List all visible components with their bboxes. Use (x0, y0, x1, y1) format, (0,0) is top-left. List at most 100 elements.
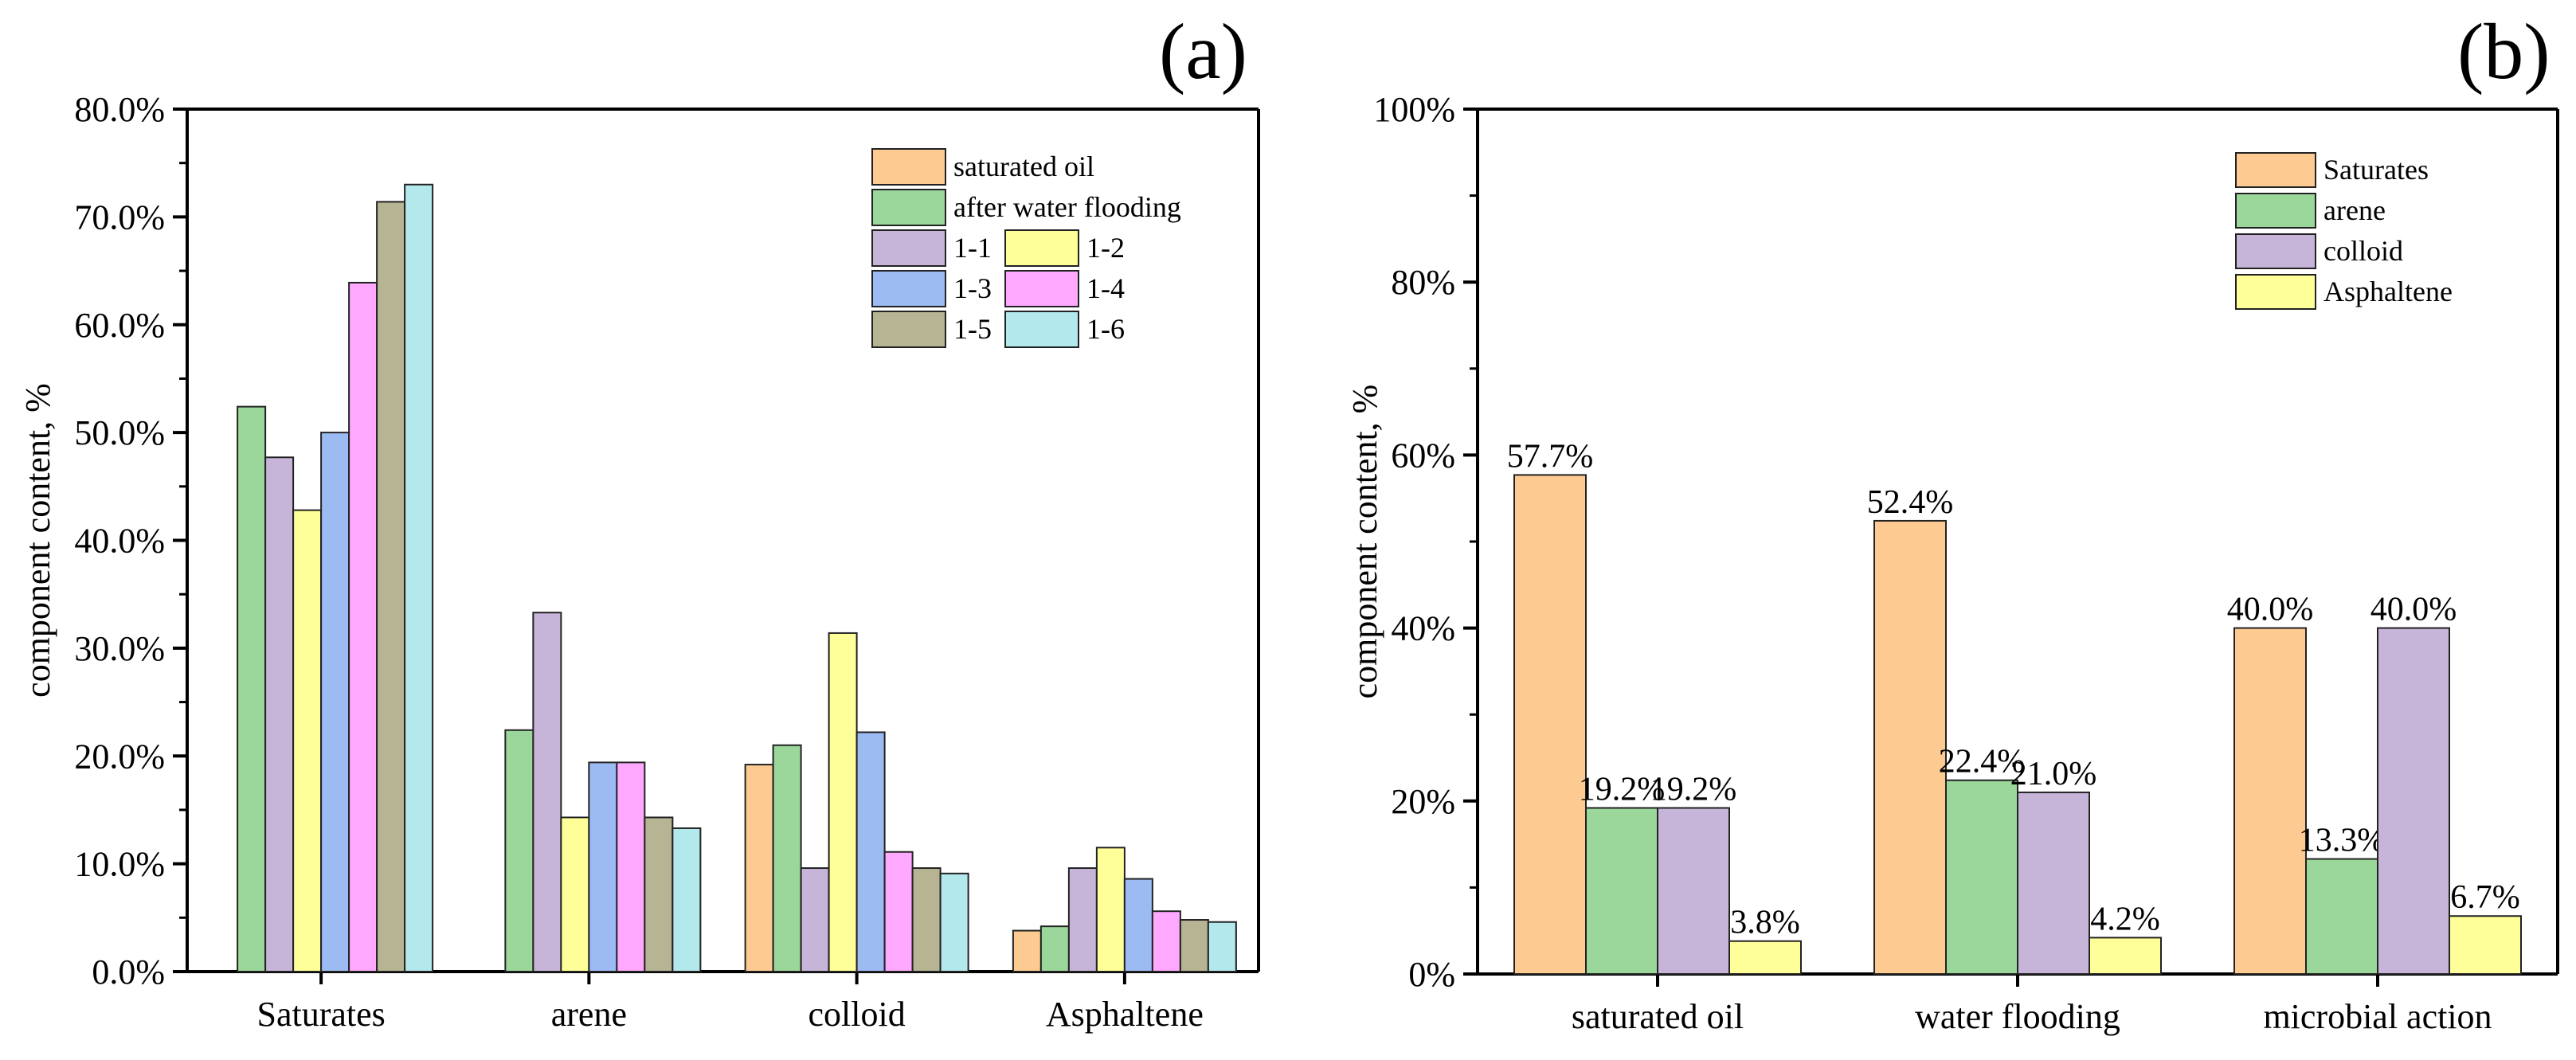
data-label: 21.0% (2010, 756, 2097, 792)
bar-Asphaltene (1728, 940, 1802, 976)
y-tick-label: 20.0% (74, 737, 165, 776)
data-label: 22.4% (1939, 744, 2026, 780)
legend-swatch (2235, 152, 2316, 188)
bar-after-water-flooding (237, 405, 267, 972)
bar-colloid (2377, 627, 2450, 975)
bar-1-2 (560, 816, 590, 972)
legend-swatch (2235, 274, 2316, 310)
y-tick-label: 10.0% (74, 845, 165, 884)
bar-saturated-oil (1012, 929, 1042, 972)
x-tick-label: Saturates (256, 995, 385, 1034)
bar-after-water-flooding (504, 729, 534, 972)
bar-1-3 (320, 432, 350, 972)
bar-1-1 (800, 867, 830, 973)
bar-1-6 (671, 827, 702, 973)
bar-Asphaltene (2089, 937, 2162, 975)
y-tick-label: 0.0% (92, 952, 165, 992)
x-tick-label: water flooding (1915, 997, 2120, 1036)
y-tick-label: 80.0% (74, 90, 165, 129)
bar-1-4 (348, 281, 378, 972)
legend-swatch (1004, 311, 1079, 348)
legend-swatch (871, 189, 946, 226)
legend-label: 1-4 (1086, 272, 1125, 304)
legend-swatch (871, 270, 946, 307)
y-tick-label: 100% (1373, 90, 1455, 129)
legend-label: saturated oil (953, 151, 1094, 182)
legend-swatch (871, 311, 946, 348)
bar-1-2 (828, 632, 858, 972)
y-tick-label: 40.0% (74, 522, 165, 561)
bar-arene (1945, 779, 2018, 976)
data-label: 19.2% (1650, 771, 1737, 808)
bar-1-4 (1151, 910, 1181, 972)
bar-1-6 (1207, 921, 1237, 973)
data-label: 13.3% (2299, 823, 2386, 859)
legend-swatch (2235, 233, 2316, 269)
bar-1-5 (1179, 919, 1209, 973)
legend-swatch (2235, 193, 2316, 229)
legend-label: 1-1 (953, 232, 992, 264)
bar-after-water-flooding (772, 744, 802, 973)
bar-1-4 (616, 761, 646, 972)
bar-1-2 (292, 509, 323, 972)
x-tick-label: arene (551, 995, 627, 1034)
bar-Asphaltene (2449, 915, 2522, 976)
bar-1-3 (588, 761, 618, 972)
panel-label: (a) (1159, 7, 1247, 96)
y-axis-label: component content, % (1345, 385, 1384, 699)
legend-label: 1-6 (1086, 313, 1125, 345)
data-label: 4.2% (2090, 901, 2160, 937)
bar-arene (1585, 807, 1658, 975)
data-label: 52.4% (1867, 484, 1954, 521)
bar-1-1 (532, 612, 562, 972)
y-tick-label: 50.0% (74, 413, 165, 452)
bar-colloid (1657, 807, 1730, 975)
data-label: 6.7% (2450, 879, 2520, 916)
x-tick-label: microbial action (2263, 997, 2492, 1036)
data-label: 40.0% (2227, 592, 2314, 628)
x-tick-label: Asphaltene (1046, 995, 1204, 1034)
y-tick-label: 60% (1391, 436, 1455, 475)
x-tick-label: saturated oil (1572, 997, 1744, 1036)
data-label: 40.0% (2370, 592, 2457, 628)
legend-swatch (1004, 229, 1079, 267)
y-tick-label: 80% (1391, 263, 1455, 302)
bar-arene (2305, 858, 2378, 976)
legend-label: 1-5 (953, 313, 992, 345)
legend-label: after water flooding (953, 191, 1181, 223)
bar-1-2 (1095, 847, 1126, 972)
bar-colloid (2017, 791, 2090, 975)
bar-1-1 (264, 456, 295, 972)
legend-label: Asphaltene (2323, 276, 2453, 307)
legend-swatch (1004, 270, 1079, 307)
y-tick-label: 60.0% (74, 306, 165, 345)
bar-1-5 (644, 816, 674, 972)
bar-1-3 (855, 731, 886, 973)
legend-label: Saturates (2323, 154, 2429, 186)
legend-label: arene (2323, 194, 2386, 226)
bar-1-5 (376, 201, 406, 973)
y-axis-label: component content, % (18, 383, 57, 698)
y-tick-label: 70.0% (74, 198, 165, 237)
legend-label: colloid (2323, 235, 2403, 267)
legend-label: 1-2 (1086, 232, 1125, 264)
bar-1-6 (404, 183, 434, 972)
y-tick-label: 40% (1391, 609, 1455, 648)
y-tick-label: 30.0% (74, 629, 165, 668)
bar-after-water-flooding (1039, 925, 1070, 972)
bar-saturated-oil (744, 764, 774, 973)
bar-Saturates (2233, 627, 2307, 975)
y-tick-label: 20% (1391, 782, 1455, 821)
bar-1-5 (911, 867, 942, 973)
bar-Saturates (1513, 474, 1587, 975)
data-label: 3.8% (1730, 905, 1800, 941)
chart-panel-a: 0.0% 10.0% 20.0% 30.0% 40.0% 50.0% 60.0% 70.0% 8… (18, 7, 1260, 1034)
bar-1-6 (939, 872, 969, 972)
x-tick-label: colloid (808, 995, 906, 1034)
panel-label: (b) (2457, 7, 2551, 96)
chart-panel-b: 0% 20% 40% 60% 80% 100% component content, % (b… (1345, 7, 2559, 1036)
bar-1-3 (1123, 878, 1153, 973)
legend-swatch (871, 148, 946, 186)
legend-label: 1-3 (953, 272, 992, 304)
